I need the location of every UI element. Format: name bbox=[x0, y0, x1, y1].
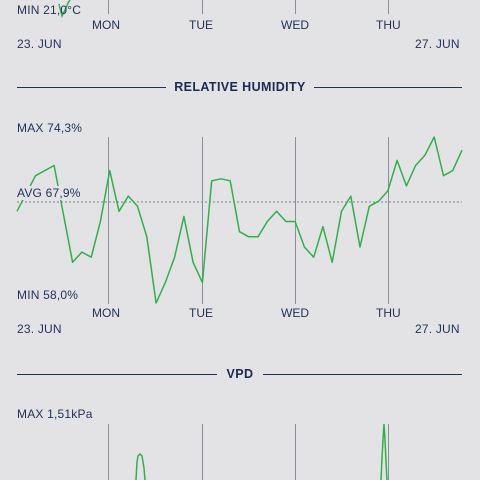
hum-date-start: 23. JUN bbox=[17, 322, 62, 336]
vpd-grid-mon bbox=[108, 424, 109, 480]
temp-min-label: MIN 21,0°C bbox=[17, 3, 82, 17]
temp-grid-mon bbox=[108, 0, 109, 14]
temp-day-thu: THU bbox=[376, 18, 401, 32]
hum-grid-wed bbox=[295, 137, 296, 304]
temp-date-start: 23. JUN bbox=[17, 37, 62, 51]
vpd-series-line-a bbox=[135, 452, 146, 480]
temp-line-svg bbox=[58, 0, 71, 19]
vpd-header-rule-left bbox=[17, 374, 217, 375]
hum-grid-mon bbox=[108, 137, 109, 304]
vpd-section-header: VPD bbox=[0, 366, 480, 382]
hum-date-end: 27. JUN bbox=[415, 322, 460, 336]
temp-day-tue: TUE bbox=[189, 18, 213, 32]
temp-day-wed: WED bbox=[281, 18, 309, 32]
humidity-title: RELATIVE HUMIDITY bbox=[166, 80, 314, 94]
vpd-grid-tue bbox=[202, 424, 203, 480]
vpd-series-line-b bbox=[380, 423, 388, 480]
temp-grid-wed bbox=[295, 0, 296, 14]
vpd-header-rule-right bbox=[263, 374, 462, 375]
hum-grid-thu bbox=[388, 137, 389, 304]
hum-day-thu: THU bbox=[376, 306, 401, 320]
humidity-header-rule-right bbox=[312, 87, 462, 88]
vpd-grid-thu bbox=[388, 424, 389, 480]
vpd-grid-wed bbox=[295, 424, 296, 480]
temp-series-line bbox=[58, 0, 71, 19]
hum-min-label: MIN 58,0% bbox=[17, 288, 79, 302]
temp-grid-tue bbox=[202, 0, 203, 14]
hum-max-label: MAX 74,3% bbox=[17, 121, 83, 135]
temp-grid-thu bbox=[388, 0, 389, 14]
humidity-header-rule-left bbox=[17, 87, 167, 88]
vpd-title: VPD bbox=[218, 367, 262, 381]
temp-day-mon: MON bbox=[92, 18, 120, 32]
hum-day-mon: MON bbox=[92, 306, 120, 320]
hum-day-tue: TUE bbox=[189, 306, 213, 320]
humidity-section-header: RELATIVE HUMIDITY bbox=[0, 79, 480, 95]
hum-day-wed: WED bbox=[281, 306, 309, 320]
temp-date-end: 27. JUN bbox=[415, 37, 460, 51]
hum-series-line bbox=[16, 136, 463, 304]
hum-avg-label: AVG 67,9% bbox=[17, 186, 83, 200]
vpd-max-label: MAX 1,51kPa bbox=[17, 407, 93, 421]
hum-grid-tue bbox=[202, 137, 203, 304]
